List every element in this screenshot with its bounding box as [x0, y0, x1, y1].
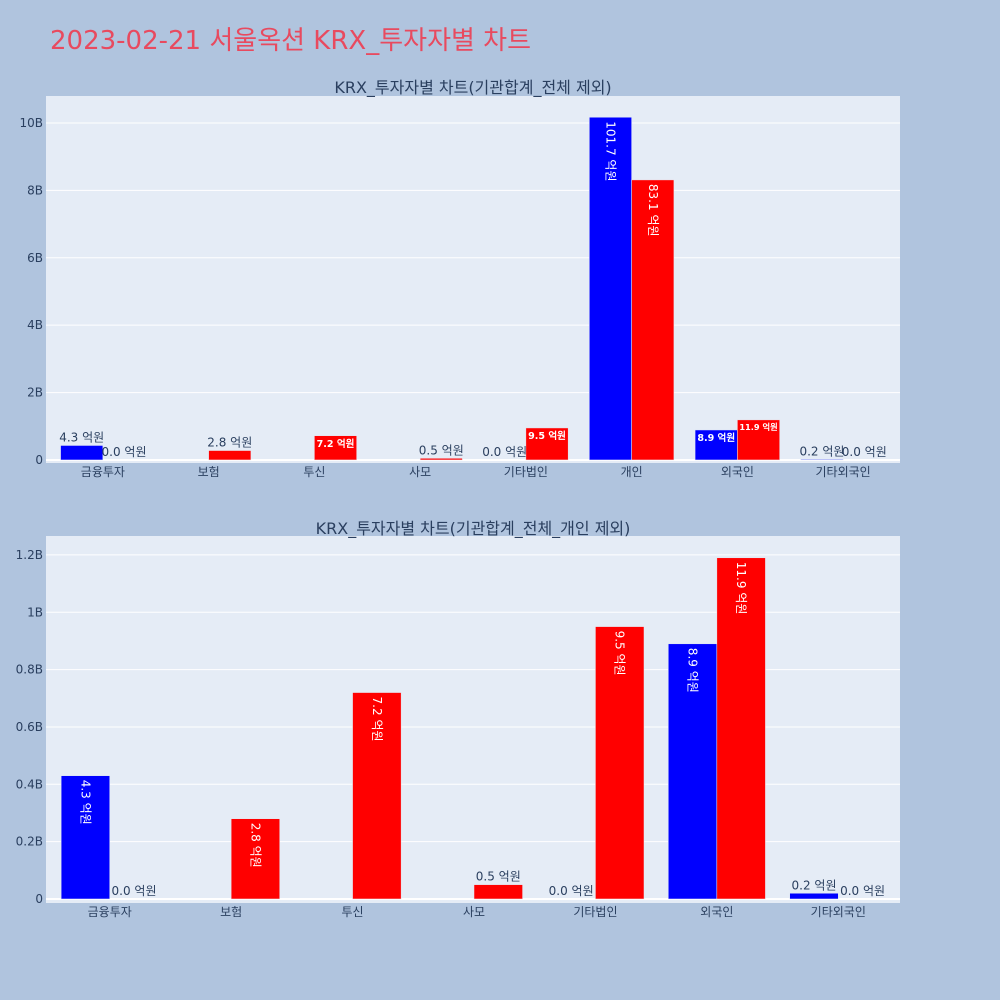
- y-tick-label: 4B: [27, 318, 43, 332]
- x-tick-label: 외국인: [721, 465, 754, 479]
- y-tick-label: 6B: [27, 251, 43, 265]
- bar: [525, 427, 569, 461]
- bar-value-label: 9.5 억원: [528, 430, 566, 442]
- x-tick-label: 사모: [463, 905, 485, 919]
- x-tick-label: 기타법인: [573, 905, 617, 919]
- plot-area: [46, 96, 900, 463]
- bar: [230, 818, 280, 900]
- bar-value-label: 8.9 억원: [697, 432, 735, 444]
- bar-value-label: 0.0 억원: [840, 884, 885, 898]
- chart-1-title: KRX_투자자별 차트(기관합계_전체 제외): [334, 78, 611, 98]
- x-tick-label: 금융투자: [81, 465, 125, 479]
- y-tick-label: 2B: [27, 386, 43, 400]
- bar-value-label: 0.2 억원: [799, 444, 844, 458]
- bar-value-label: 0.5 억원: [476, 870, 521, 884]
- bar-value-label: 101.7 억원: [603, 121, 617, 181]
- chart-2: 0 0.2B 0.4B 0.6B 0.8B 1B 1.2B 금융투자 4.3 억원 0.0 억원보…: [16, 536, 900, 919]
- bar-value-label: 11.9 억원: [734, 562, 748, 615]
- y-tick-label: 1B: [27, 605, 43, 619]
- bar: [694, 429, 738, 461]
- bar-value-label: 2.8 억원: [207, 436, 252, 450]
- x-tick-label: 금융투자: [88, 905, 132, 919]
- bar-value-label: 2.8 억원: [248, 823, 262, 868]
- x-tick-label: 기타외국인: [816, 465, 871, 479]
- x-tick-label: 보험: [198, 465, 220, 479]
- y-tick-label: 0.6B: [16, 720, 43, 734]
- bar: [800, 459, 844, 461]
- bar-value-label: 83.1 억원: [646, 184, 660, 237]
- y-tick-label: 0: [35, 892, 43, 906]
- y-tick-label: 0: [35, 453, 43, 467]
- bar: [473, 884, 523, 900]
- y-tick-label: 10B: [19, 116, 43, 130]
- y-tick-label: 0.4B: [16, 777, 43, 791]
- y-tick-label: 1.2B: [16, 548, 43, 562]
- bar-value-label: 7.2 억원: [370, 697, 384, 742]
- bar: [589, 116, 632, 461]
- x-tick-label: 투신: [303, 465, 325, 479]
- bar-value-label: 0.0 억원: [112, 884, 157, 898]
- bar: [314, 435, 357, 461]
- bar: [60, 445, 104, 461]
- bar: [668, 643, 718, 900]
- bar: [352, 692, 402, 900]
- x-tick-label: 외국인: [700, 905, 733, 919]
- x-tick-label: 개인: [621, 465, 643, 479]
- chart-2-title: KRX_투자자별 차트(기관합계_전체_개인 제외): [316, 519, 631, 539]
- bar-value-label: 8.9 억원: [686, 648, 700, 693]
- bar: [631, 179, 675, 461]
- bar-value-label: 11.9 억원: [739, 422, 777, 432]
- bar-value-label: 0.0 억원: [482, 445, 527, 459]
- y-tick-label: 0.2B: [16, 835, 43, 849]
- x-tick-label: 사모: [409, 465, 431, 479]
- bar-value-label: 4.3 억원: [59, 430, 104, 444]
- bar-value-label: 0.0 억원: [549, 884, 594, 898]
- y-tick-label: 0.8B: [16, 663, 43, 677]
- bar: [60, 775, 110, 900]
- bar-value-label: 7.2 억원: [317, 438, 355, 450]
- figure-title: 2023-02-21 서울옥션 KRX_투자자별 차트: [50, 26, 531, 56]
- bar-value-label: 0.0 억원: [102, 445, 147, 459]
- bar-value-label: 0.2 억원: [792, 878, 837, 892]
- bar: [595, 626, 645, 900]
- bar-value-label: 4.3 억원: [78, 780, 92, 825]
- bar: [208, 450, 252, 461]
- bar: [419, 458, 463, 461]
- x-tick-label: 기타외국인: [811, 905, 866, 919]
- bar-value-label: 9.5 억원: [613, 631, 627, 676]
- bar: [737, 419, 780, 461]
- bar: [716, 557, 766, 900]
- y-tick-label: 8B: [27, 183, 43, 197]
- x-tick-label: 투신: [342, 905, 364, 919]
- x-tick-label: 보험: [220, 905, 242, 919]
- plot-area: [46, 536, 900, 903]
- bar: [789, 893, 839, 900]
- x-tick-label: 기타법인: [504, 465, 548, 479]
- bar-value-label: 0.0 억원: [842, 445, 887, 459]
- bar-value-label: 0.5 억원: [419, 443, 464, 457]
